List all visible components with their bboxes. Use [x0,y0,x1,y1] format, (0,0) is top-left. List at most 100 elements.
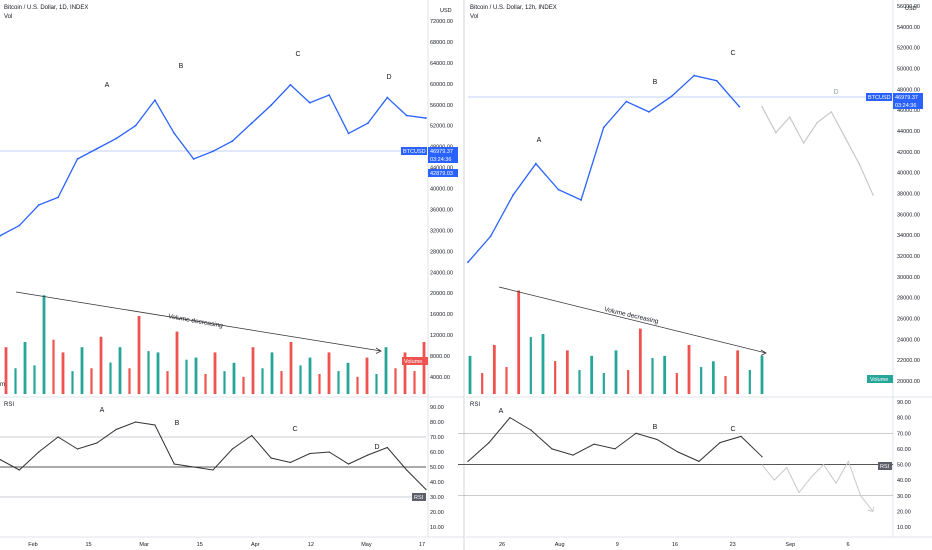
volume-bar [565,350,569,394]
volume-bar [147,351,150,394]
rsi-point [193,466,195,468]
price-point [648,110,650,113]
rsi-point [656,438,658,441]
wave-label: D [386,74,391,81]
volume-trend-arrowhead [760,349,767,356]
price-point [693,74,696,77]
volume-bar [492,344,496,394]
date-tick-label: 15 [197,542,203,548]
right-symbol-title: Bitcoin / U.S. Dollar, 12h, INDEX [470,5,557,11]
volume-bar [541,334,545,394]
svg-text:RSI: RSI [414,495,424,501]
rsi-point [740,435,742,437]
volume-bar [185,359,188,394]
rsi-projection-arrowhead [867,506,875,512]
rsi-point [406,469,408,471]
wave-label: A [537,137,542,144]
rsi-tick-label: 80.00 [897,416,911,422]
price-tick-label: 22000.00 [897,358,920,364]
price-point [534,162,537,165]
price-point [173,132,176,135]
rsi-point [289,461,292,464]
svg-text:46979.37: 46979.37 [430,149,453,155]
date-tick-label: May [361,542,372,548]
svg-text:42879.03: 42879.03 [430,171,453,177]
rsi-point [593,443,595,445]
volume-bar [700,367,703,394]
price-point [154,99,156,102]
volume-bar [375,373,378,394]
volume-bar [413,371,416,394]
rsi-point [572,454,574,456]
price-point [405,114,408,117]
price-point [670,95,673,98]
rsi-projection-line [761,460,874,512]
price-point [37,204,40,206]
rsi-wave-label: D [374,444,379,451]
volume-bar [675,373,678,394]
rsi-tick-label: 20.00 [430,510,444,516]
volume-bar [137,316,141,394]
price-point [192,158,195,160]
price-point [602,126,605,129]
volume-bar [213,352,217,394]
price-tick-label: 46000.00 [897,108,920,114]
price-point [308,101,311,104]
rsi-wave-label: C [730,426,735,433]
price-tick-label: 4000.00 [430,375,450,381]
price-point [231,140,234,142]
rsi-point [425,488,427,491]
svg-text:Volume: Volume [870,377,888,383]
price-point [289,83,292,86]
svg-text:Volume: Volume [404,359,422,365]
volume-bar [724,376,727,394]
volume-bar [736,350,740,394]
rsi-wave-label: B [653,424,658,431]
price-point [715,79,718,82]
rsi-point [530,429,532,431]
price-tick-label: 30000.00 [897,275,920,281]
price-point [134,124,137,127]
volume-bar [118,347,122,394]
projection-point [844,136,847,139]
price-point [557,188,560,191]
rsi-point [212,469,214,471]
volume-bar [251,347,255,394]
rsi-tick-label: 50.00 [430,465,444,471]
wave-label: B [179,63,184,70]
price-tick-label: 34000.00 [897,233,920,239]
projection-point [802,142,805,144]
wave-label: C [730,50,735,57]
date-tick-label: Aug [555,542,565,548]
right-chart-panel[interactable]: Bitcoin / U.S. Dollar, 12h, INDEX Vol US… [458,0,932,548]
rsi-point [677,451,679,453]
date-tick-label: Mar [139,542,149,548]
projection-point [788,116,791,118]
volume-bar [554,361,557,394]
volume-bar [42,295,46,394]
volume-bar [90,368,93,394]
volume-bar [602,373,605,394]
right-volume-badge: Volume [867,375,893,383]
price-tick-label: 36000.00 [430,207,453,213]
price-tick-label: 26000.00 [897,317,920,323]
date-tick-label: 16 [672,542,678,548]
left-volume-badge: Volume [402,357,428,365]
left-chart-panel[interactable]: Bitcoin / U.S. Dollar, 1D, INDEX Vol USD… [0,0,464,550]
right-rsi-badge: RSI [878,462,892,470]
volume-bar [638,328,642,394]
left-vol-label: Vol [4,14,12,20]
date-tick-label: 9 [616,542,619,548]
right-currency-label: USD [905,6,917,12]
rsi-point [18,469,20,471]
rsi-point [635,432,637,434]
svg-text:RSI: RSI [880,464,890,470]
price-tick-label: 16000.00 [430,312,453,318]
volume-bar [394,368,397,394]
date-tick-label: Apr [251,542,260,548]
svg-text:BTCUSD: BTCUSD [403,149,426,155]
price-point [467,261,469,264]
volume-bar [517,290,521,394]
rsi-point [173,463,175,465]
volume-bar [80,347,84,394]
